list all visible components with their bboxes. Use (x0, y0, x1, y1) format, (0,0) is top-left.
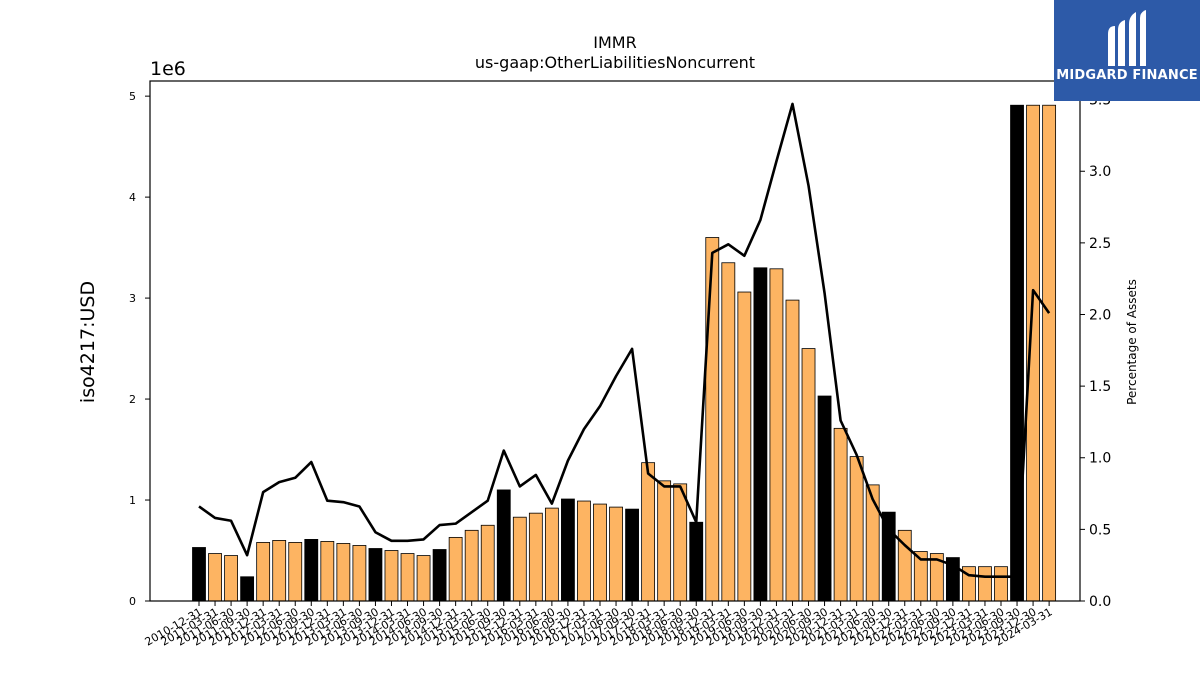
y-tick-label: 4 (129, 191, 136, 204)
percentage-line (198, 102, 1051, 578)
bar (865, 484, 880, 602)
bar (464, 529, 479, 602)
brand-name: MIDGARD FINANCE (1056, 68, 1198, 83)
bar (641, 462, 656, 602)
bar (416, 555, 431, 602)
bar (352, 545, 367, 602)
bar (994, 566, 1008, 602)
bar (593, 503, 607, 602)
y2-axis-label: Percentage of Assets (1125, 279, 1139, 405)
bars-layer (192, 104, 1057, 602)
bar (400, 553, 415, 602)
bar (240, 576, 255, 602)
bar (208, 553, 222, 602)
bar (705, 237, 720, 602)
chart-subtitle: us-gaap:OtherLiabilitiesNoncurrent (475, 53, 755, 72)
bar (801, 348, 816, 602)
bar (496, 489, 511, 602)
bar (817, 395, 832, 602)
bar (384, 550, 399, 602)
y-tick-label: 0 (129, 595, 136, 608)
bar (368, 548, 383, 602)
y-tick-label: 3 (129, 292, 136, 305)
bar (673, 483, 688, 602)
y-ticks: 0 1 2 3 4 5 (129, 90, 150, 608)
y2-ticks: 0.00.51.01.52.02.53.03.5 (1080, 93, 1111, 610)
y2-tick-label: 3.0 (1089, 164, 1111, 180)
bar (1010, 104, 1024, 602)
bar (432, 549, 447, 602)
bar (192, 547, 206, 602)
x-ticks: 2010-12-312011-03-312011-06-302011-09-30… (143, 601, 1055, 649)
bar (689, 521, 704, 602)
y-offset-text: 1e6 (150, 58, 186, 80)
bar (978, 566, 992, 602)
y2-tick-label: 0.5 (1089, 522, 1111, 538)
bar (737, 291, 752, 602)
bar (480, 524, 495, 602)
y2-tick-label: 1.5 (1089, 379, 1111, 395)
bar (753, 267, 768, 602)
bar (320, 541, 335, 602)
bar (881, 511, 896, 602)
plot-frame (149, 80, 1081, 602)
bar (304, 539, 319, 602)
bar (272, 540, 287, 602)
bar (288, 542, 303, 602)
brand-logo: MIDGARD FINANCE (1054, 0, 1200, 101)
bar (512, 516, 527, 602)
bar (849, 456, 864, 602)
bar (256, 542, 271, 602)
y2-tick-label: 2.5 (1089, 236, 1111, 252)
bar (1042, 104, 1057, 602)
midgard-logo-icon (1108, 10, 1146, 66)
bar (769, 268, 784, 602)
y-axis-label: iso4217:USD (77, 281, 99, 403)
bar (561, 498, 575, 602)
line-layer (198, 102, 1051, 578)
bar (785, 299, 800, 602)
y-tick-label: 2 (129, 393, 136, 406)
bar (448, 536, 463, 602)
bar (577, 500, 591, 602)
bar (625, 508, 639, 602)
bar (833, 427, 848, 602)
y2-tick-label: 0.0 (1089, 594, 1111, 610)
y2-tick-label: 2.0 (1089, 307, 1111, 323)
bar (224, 555, 238, 602)
y2-tick-label: 1.0 (1089, 451, 1111, 467)
bar (544, 507, 559, 602)
bar (657, 480, 672, 602)
y-tick-label: 5 (129, 90, 136, 103)
y-tick-label: 1 (129, 494, 136, 507)
bar (528, 512, 543, 602)
bar (721, 262, 736, 602)
bar (609, 506, 623, 602)
bar (336, 543, 351, 602)
chart-title: IMMR (593, 33, 636, 52)
